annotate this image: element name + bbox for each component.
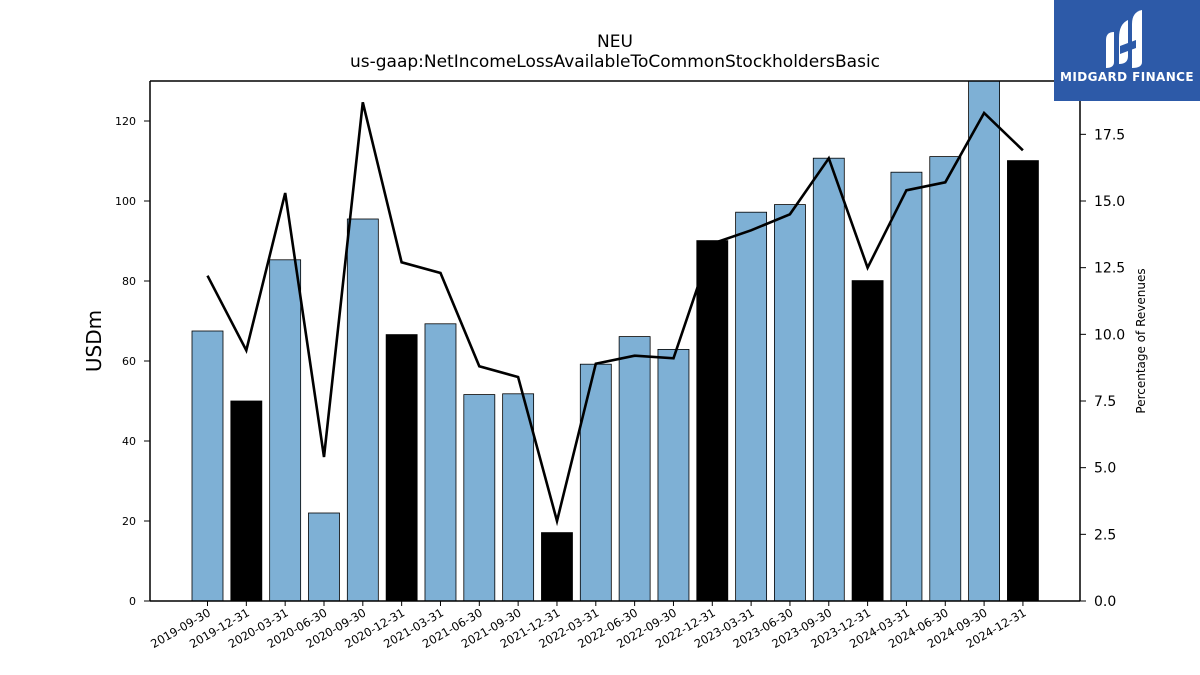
chart-title: NEU <box>597 32 633 52</box>
bar <box>774 204 806 602</box>
bar <box>968 80 1000 602</box>
chart-subtitle: us-gaap:NetIncomeLossAvailableToCommonSt… <box>349 52 881 72</box>
bar <box>269 259 302 602</box>
bar <box>812 157 845 602</box>
y2-tick-label: 5.0 <box>1094 461 1116 477</box>
bar <box>346 218 379 602</box>
bar <box>502 393 535 602</box>
bar <box>657 348 690 602</box>
bar <box>424 323 457 602</box>
y2-tick-label: 12.5 <box>1094 261 1125 277</box>
midgard-finance-logo: MIDGARD FINANCE <box>1054 0 1200 101</box>
y-tick-label: 100 <box>115 195 136 208</box>
midgard-logo-icon <box>1106 10 1142 68</box>
bar <box>696 240 729 602</box>
bar <box>929 156 962 602</box>
series-line <box>206 101 1024 527</box>
y-tick-label: 60 <box>122 355 136 368</box>
bar <box>308 512 340 602</box>
bar <box>385 334 418 602</box>
y-tick-label: 80 <box>122 275 136 288</box>
bar <box>463 394 496 602</box>
bar <box>1007 160 1039 602</box>
bar <box>851 280 884 602</box>
y2-axis-label: Percentage of Revenues <box>1134 268 1148 413</box>
bar <box>618 336 651 602</box>
y2-tick-label: 7.5 <box>1094 394 1116 410</box>
y-tick-label: 40 <box>122 435 136 448</box>
y2-tick-label: 15.0 <box>1094 194 1125 210</box>
y-tick-label: 20 <box>122 515 136 528</box>
bar <box>735 211 768 602</box>
y2-tick-label: 0.0 <box>1094 594 1116 610</box>
bar <box>230 400 263 602</box>
y-axis-label: USDm <box>82 310 106 372</box>
y2-tick-label: 17.5 <box>1094 127 1125 143</box>
bar <box>191 330 224 602</box>
bar <box>890 171 923 602</box>
y2-tick-label: 2.5 <box>1094 527 1116 543</box>
logo-text: MIDGARD FINANCE <box>1060 70 1194 84</box>
bar <box>579 363 612 602</box>
bar <box>541 532 573 602</box>
y-tick-label: 120 <box>115 115 136 128</box>
y2-tick-label: 10.0 <box>1094 327 1125 343</box>
y-tick-label: 0 <box>129 595 136 608</box>
